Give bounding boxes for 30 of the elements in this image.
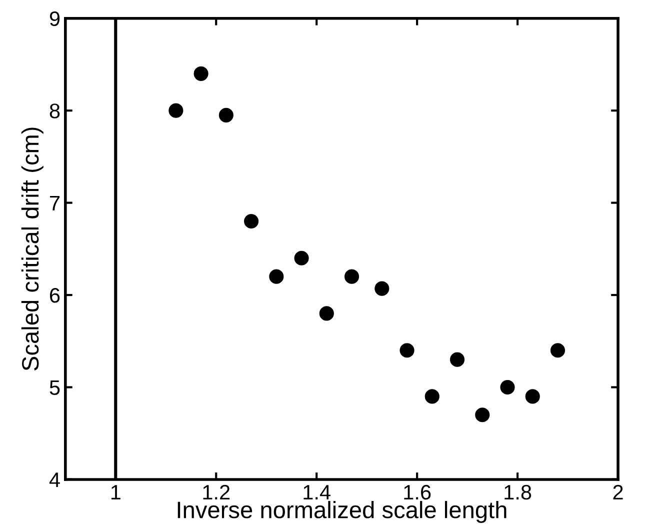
- point: [550, 343, 566, 358]
- point: [374, 281, 390, 296]
- y-tick-label: 6: [50, 288, 60, 303]
- x-tick-label: 2: [613, 484, 623, 500]
- y-tick-label: 5: [50, 380, 60, 395]
- x-axis-title: Inverse normalized scale length: [178, 500, 506, 523]
- point: [344, 269, 360, 284]
- point: [319, 306, 334, 321]
- x-tick-label: 1: [111, 485, 120, 500]
- y-tick-label: 8: [50, 104, 60, 118]
- x-tick-label: 1.8: [504, 484, 532, 500]
- y-axis-title: Scaled critical drift (cm): [21, 128, 44, 370]
- point: [475, 408, 490, 422]
- point: [168, 103, 184, 118]
- point: [450, 352, 465, 367]
- y-tick-label: 4: [49, 472, 60, 488]
- point: [294, 250, 309, 266]
- x-tick-label: 1.2: [203, 484, 230, 500]
- point: [244, 214, 259, 229]
- point: [400, 343, 414, 358]
- x-tick-label: 1.4: [304, 485, 330, 500]
- point: [525, 389, 540, 404]
- point: [500, 380, 515, 395]
- point: [269, 269, 284, 284]
- point: [194, 66, 208, 81]
- point: [424, 389, 440, 404]
- y-tick-label: 9: [50, 11, 60, 26]
- point: [218, 108, 234, 122]
- y-tick-label: 7: [50, 196, 60, 210]
- x-tick-label: 1.6: [404, 484, 431, 500]
